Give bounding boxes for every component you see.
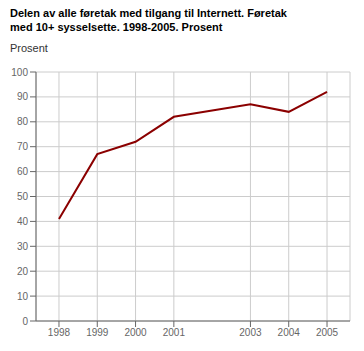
svg-text:1999: 1999: [86, 327, 109, 338]
svg-text:50: 50: [17, 191, 29, 202]
svg-text:100: 100: [11, 67, 28, 78]
html-text:Prosent: Prosent: [10, 42, 48, 54]
html-text:Delen av alle føretak med tilg: Delen av alle føretak med tilgang til In…: [10, 7, 287, 19]
svg-text:2001: 2001: [163, 327, 186, 338]
svg-text:30: 30: [17, 241, 29, 252]
svg-text:0: 0: [22, 316, 28, 327]
svg-text:90: 90: [17, 91, 29, 102]
svg-text:1998: 1998: [48, 327, 71, 338]
svg-text:10: 10: [17, 291, 29, 302]
svg-text:2004: 2004: [278, 327, 301, 338]
svg-text:20: 20: [17, 266, 29, 277]
svg-text:70: 70: [17, 141, 29, 152]
svg-text:60: 60: [17, 166, 29, 177]
svg-text:40: 40: [17, 216, 29, 227]
svg-text:2005: 2005: [316, 327, 339, 338]
svg-text:2000: 2000: [124, 327, 147, 338]
html-text:med 10+ sysselsette. 1998-2005: med 10+ sysselsette. 1998-2005. Prosent: [10, 21, 223, 33]
svg-text:80: 80: [17, 116, 29, 127]
svg-text:2003: 2003: [239, 327, 262, 338]
